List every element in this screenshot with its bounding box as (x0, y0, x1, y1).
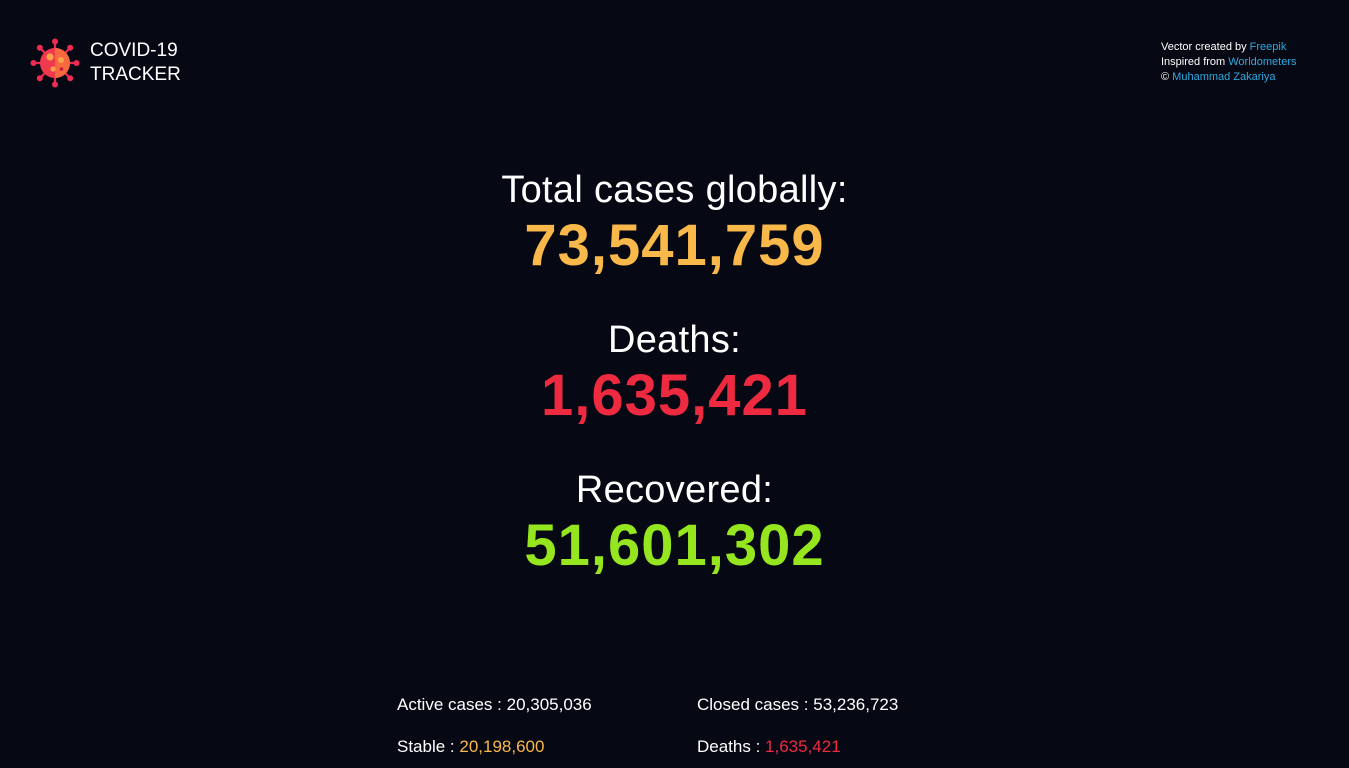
app-title-line1: COVID-19 (90, 40, 178, 61)
case-details: Active cases : 20,305,036 Closed cases :… (397, 684, 997, 768)
stable-cases: Stable : 20,198,600 (397, 737, 697, 757)
details-row: Active cases : 20,305,036 Closed cases :… (397, 684, 997, 726)
app-logo: COVID-19 TRACKER (30, 38, 181, 88)
credits: Vector created by Freepik Inspired from … (1161, 40, 1297, 85)
details-row: Stable : 20,198,600 Deaths : 1,635,421 (397, 726, 997, 768)
credit-vector-text: Vector created by (1161, 41, 1250, 53)
credit-copyright-text: © (1161, 71, 1173, 83)
recovered-value: 51,601,302 (524, 513, 825, 578)
closed-deaths-label: Deaths : (697, 737, 766, 756)
worldometers-link[interactable]: Worldometers (1228, 56, 1297, 68)
deaths-label: Deaths: (607, 319, 742, 361)
closed-cases: Closed cases : 53,236,723 (697, 695, 997, 715)
credit-vector: Vector created by Freepik (1161, 40, 1297, 55)
recovered-label: Recovered: (575, 469, 774, 511)
global-stats: Total cases globally: 73,541,759 Deaths:… (0, 166, 1349, 616)
closed-cases-label: Closed cases : (697, 695, 814, 714)
total-cases-value: 73,541,759 (524, 213, 825, 278)
active-cases-label: Active cases : (397, 695, 507, 714)
credit-inspired-text: Inspired from (1161, 56, 1229, 68)
stable-cases-label: Stable : (397, 737, 460, 756)
closed-cases-value: 53,236,723 (813, 695, 899, 714)
closed-deaths-value: 1,635,421 (765, 737, 841, 756)
active-cases-value: 20,305,036 (506, 695, 592, 714)
closed-deaths: Deaths : 1,635,421 (697, 737, 997, 757)
virus-icon (30, 38, 80, 88)
freepik-link[interactable]: Freepik (1249, 41, 1287, 53)
active-cases: Active cases : 20,305,036 (397, 695, 697, 715)
credit-copyright: © Muhammad Zakariya (1161, 70, 1297, 85)
author-link[interactable]: Muhammad Zakariya (1172, 71, 1276, 83)
credit-inspired: Inspired from Worldometers (1161, 55, 1297, 70)
total-cases-label: Total cases globally: (501, 169, 848, 211)
app-title-line2: TRACKER (90, 64, 181, 85)
stable-cases-value: 20,198,600 (459, 737, 545, 756)
app-title: COVID-19 TRACKER (90, 39, 181, 87)
deaths-value: 1,635,421 (540, 363, 809, 428)
